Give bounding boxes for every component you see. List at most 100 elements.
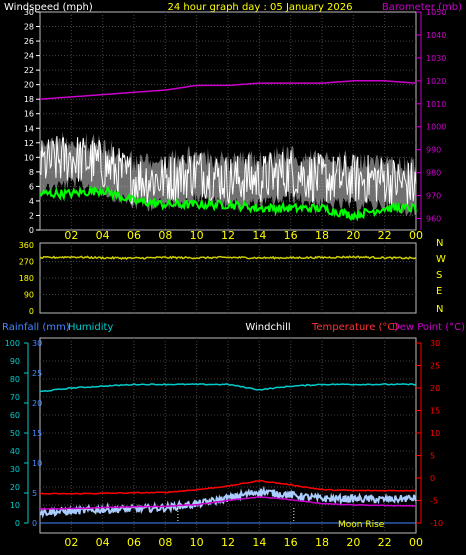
windchill-line: [39, 485, 417, 519]
direction-tick-label: 270: [19, 258, 34, 267]
x-tick-label: 22: [378, 229, 392, 242]
temperature-tick-label: 20: [430, 384, 440, 393]
rainfall-tick-label: 15: [32, 429, 42, 438]
direction-tick-label: 360: [19, 241, 34, 250]
wind-tick-label: 10: [24, 153, 34, 162]
compass-label: E: [436, 286, 442, 297]
direction-tick-label: 0: [29, 307, 34, 316]
x-tick-label: 06: [127, 536, 141, 549]
x-tick-label: 00: [409, 536, 423, 549]
gust-band: [40, 131, 416, 218]
x-tick-label: 10: [190, 536, 204, 549]
x-tick-label: 14: [252, 536, 266, 549]
rainfall-tick-label: 30: [32, 339, 42, 348]
x-tick-label: 20: [346, 536, 360, 549]
humidity-tick-label: 30: [10, 465, 20, 474]
barometer-tick-label: 1050: [426, 8, 446, 17]
rainfall-tick-label: 20: [32, 399, 42, 408]
x-tick-label: 20: [346, 229, 360, 242]
barometer-tick-label: 970: [426, 192, 441, 201]
wind-tick-label: 22: [24, 66, 34, 75]
x-tick-label: 12: [221, 229, 235, 242]
barometer-axis-title: Barometer (mb): [382, 2, 462, 13]
x-tick-label: 16: [284, 536, 298, 549]
graph-title: 24 hour graph day : 05 January 2026: [168, 2, 353, 13]
temperature-tick-label: -5: [430, 497, 438, 506]
wind-series: [39, 80, 417, 222]
barometer-tick-label: 1040: [426, 31, 446, 40]
wind-direction-line: [39, 255, 417, 261]
x-tick-label: 16: [284, 229, 298, 242]
wind-tick-label: 16: [24, 110, 34, 119]
temperature-panel-ticks: 1009080706050403020100302520151050302520…: [5, 339, 443, 528]
x-tick-label: 14: [252, 229, 266, 242]
barometer-tick-label: 1030: [426, 54, 446, 63]
barometer-tick-label: 980: [426, 169, 441, 178]
x-axis-tick-labels: 02 02 04 04 06 06 08 08 10 10 12 12 14 14 16 16 18 18 20 20…: [64, 229, 423, 549]
temperature-tick-label: 10: [430, 429, 440, 438]
rainfall-tick-label: 25: [32, 369, 42, 378]
barometer-tick-label: 960: [426, 215, 441, 224]
temperature-tick-label: 15: [430, 407, 440, 416]
wind-tick-label: 14: [24, 124, 34, 133]
x-tick-label: 02: [64, 536, 78, 549]
x-tick-label: 04: [96, 229, 110, 242]
compass-label: W: [436, 254, 446, 265]
wind-tick-label: 0: [29, 226, 34, 235]
direction-tick-label: 180: [19, 274, 34, 283]
x-tick-label: 10: [190, 229, 204, 242]
dewpoint-line: [39, 496, 417, 510]
windspeed-line: [39, 136, 417, 207]
temperature-tick-label: 30: [430, 339, 440, 348]
compass-label: S: [436, 270, 442, 281]
wind-tick-label: 2: [29, 211, 34, 220]
temperature-line: [39, 479, 416, 495]
humidity-tick-label: 10: [10, 501, 20, 510]
temperature-tick-label: -10: [430, 519, 443, 528]
compass-label: N: [436, 238, 443, 249]
x-tick-label: 08: [158, 229, 172, 242]
rainfall-axis-title: Rainfall (mm): [2, 322, 70, 333]
dewpoint-axis-title: Dew Point (°C): [392, 322, 465, 333]
wind-tick-label: 20: [24, 81, 34, 90]
x-tick-label: 22: [378, 536, 392, 549]
wind-tick-label: 18: [24, 95, 34, 104]
temperature-tick-label: 5: [430, 452, 435, 461]
x-tick-label: 12: [221, 536, 235, 549]
x-tick-label: 04: [96, 536, 110, 549]
barometer-tick-label: 990: [426, 146, 441, 155]
wind-tick-label: 26: [24, 37, 34, 46]
x-tick-label: 06: [127, 229, 141, 242]
wind-tick-label: 28: [24, 23, 34, 32]
wind-tick-label: 4: [29, 197, 34, 206]
wind-tick-label: 6: [29, 182, 34, 191]
rainfall-tick-label: 0: [32, 519, 37, 528]
direction-tick-label: 90: [24, 291, 34, 300]
wind-tick-label: 8: [29, 168, 34, 177]
humidity-tick-label: 100: [5, 339, 20, 348]
temperature-tick-label: 0: [430, 474, 435, 483]
compass-label: N: [436, 304, 443, 315]
humidity-tick-label: 50: [10, 429, 20, 438]
rainfall-tick-label: 10: [32, 459, 42, 468]
x-tick-label: 00: [409, 229, 423, 242]
wind-tick-label: 12: [24, 139, 34, 148]
temperature-series: [39, 383, 417, 524]
x-tick-label: 02: [64, 229, 78, 242]
humidity-tick-label: 80: [10, 375, 20, 384]
moon-rise-label: Moon Rise: [338, 520, 385, 530]
humidity-tick-label: 90: [10, 357, 20, 366]
temperature-axis-title: Temperature (°C): [311, 322, 398, 333]
humidity-axis-title: Humidity: [68, 322, 113, 333]
barometer-tick-label: 1010: [426, 100, 446, 109]
direction-series: [39, 255, 417, 261]
wind-panel-ticks: 3028262422201816141210864201050104010301…: [24, 8, 447, 235]
x-tick-label: 18: [315, 536, 329, 549]
wind-average-line: [39, 184, 417, 222]
rainfall-tick-label: 5: [32, 489, 37, 498]
wind-panel-grid: [40, 12, 416, 230]
x-tick-label: 18: [315, 229, 329, 242]
